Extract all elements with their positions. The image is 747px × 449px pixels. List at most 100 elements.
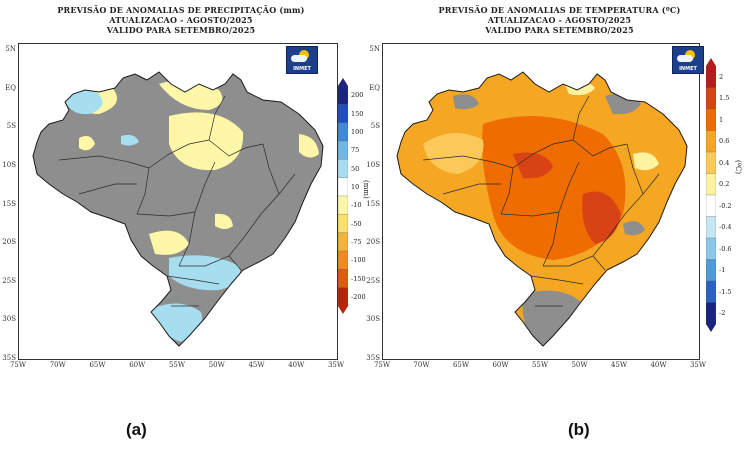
title-line-3: VALIDO PARA SETEMBRO/2025 bbox=[106, 25, 256, 35]
colorbar-swatch bbox=[706, 151, 716, 174]
colorbar-label: 0.6 bbox=[719, 137, 730, 146]
inmet-logo: INMET bbox=[672, 46, 704, 74]
colorbar-label: -0.6 bbox=[719, 244, 732, 253]
anomaly-region bbox=[149, 303, 203, 342]
anomaly-region bbox=[453, 94, 479, 110]
state-border bbox=[422, 155, 514, 169]
colorbar-swatch bbox=[338, 122, 348, 142]
colorbar-swatch bbox=[338, 287, 348, 307]
lon-tick-label: 70W bbox=[413, 361, 430, 369]
state-border bbox=[78, 183, 137, 195]
state-border bbox=[136, 167, 150, 215]
state-border bbox=[572, 139, 628, 157]
colorbar-label: 2 bbox=[719, 72, 724, 81]
colorbar-swatch bbox=[338, 214, 348, 234]
state-border bbox=[148, 139, 210, 169]
lon-tick-label: 50W bbox=[208, 361, 225, 369]
lat-tick-label: 15S bbox=[2, 199, 16, 208]
colorbar-swatch bbox=[338, 232, 348, 252]
colorbar-label: 1 bbox=[719, 115, 724, 124]
map-frame bbox=[18, 43, 338, 360]
anomaly-region bbox=[169, 112, 244, 171]
colorbar-label: 100 bbox=[351, 127, 364, 136]
colorbar-swatch bbox=[706, 302, 716, 325]
lon-tick-label: 35W bbox=[327, 361, 345, 369]
panel-precipitation: PREVISÃO DE ANOMALIAS DE PRECIPITAÇÃO (m… bbox=[0, 0, 370, 439]
colorbar-arrow-top bbox=[706, 58, 716, 66]
country-outline bbox=[32, 71, 324, 347]
colorbar-swatch bbox=[706, 130, 716, 153]
map-title: PREVISÃO DE ANOMALIAS DE TEMPERATURA (ºC… bbox=[372, 5, 747, 35]
inmet-logo: INMET bbox=[286, 46, 318, 74]
colorbar-swatch bbox=[706, 108, 716, 131]
lat-tick-label: EQ bbox=[369, 83, 380, 92]
temp-colorbar bbox=[706, 58, 716, 332]
anomaly-region bbox=[633, 152, 659, 171]
colorbar-label: 75 bbox=[351, 146, 360, 155]
colorbar-swatch bbox=[706, 87, 716, 110]
colorbar-swatch bbox=[338, 140, 348, 160]
title-line-2: ATUALIZACAO - AGOSTO/2025 bbox=[109, 15, 253, 25]
state-border bbox=[542, 211, 560, 267]
state-border bbox=[228, 255, 242, 271]
colorbar-swatch bbox=[338, 250, 348, 270]
title-line-1: PREVISÃO DE ANOMALIAS DE TEMPERATURA (ºC… bbox=[438, 5, 681, 15]
colorbar-label: -1.5 bbox=[719, 287, 732, 296]
state-border bbox=[244, 173, 296, 237]
state-border bbox=[178, 211, 196, 267]
lon-tick-label: 65W bbox=[452, 361, 470, 369]
colorbar-label: -0.2 bbox=[719, 201, 732, 210]
caption-a: (a) bbox=[126, 420, 147, 439]
state-border bbox=[262, 143, 280, 195]
lon-tick-label: 75W bbox=[9, 361, 27, 369]
colorbar-label: 50 bbox=[351, 164, 360, 173]
colorbar-arrow-bottom bbox=[706, 324, 716, 332]
lat-tick-label: 5N bbox=[5, 45, 16, 53]
lon-tick-label: 55W bbox=[168, 361, 186, 369]
state-border bbox=[608, 173, 660, 237]
colorbar-swatch bbox=[338, 195, 348, 215]
anomaly-region bbox=[623, 221, 645, 236]
lon-tick-label: 70W bbox=[49, 361, 66, 369]
panel-temperature: PREVISÃO DE ANOMALIAS DE TEMPERATURA (ºC… bbox=[366, 0, 747, 439]
lon-tick-label: 55W bbox=[531, 361, 549, 369]
colorbar-swatch bbox=[338, 177, 348, 197]
precip-map bbox=[32, 71, 324, 347]
lat-tick-label: 25S bbox=[366, 276, 380, 285]
state-border bbox=[194, 161, 216, 213]
state-border bbox=[500, 211, 560, 217]
colorbar-label: -2 bbox=[719, 309, 726, 318]
colorbar-label: -10 bbox=[351, 201, 362, 210]
lon-tick-label: 40W bbox=[650, 361, 667, 369]
state-border bbox=[543, 235, 610, 267]
lat-tick-label: 10S bbox=[2, 160, 16, 169]
lon-tick-label: 60W bbox=[129, 361, 146, 369]
colorbar-label: -200 bbox=[351, 292, 366, 301]
state-border bbox=[592, 255, 606, 271]
logo-text: INMET bbox=[293, 66, 311, 72]
colorbar-swatch bbox=[338, 159, 348, 179]
map-title: PREVISÃO DE ANOMALIAS DE PRECIPITAÇÃO (m… bbox=[0, 5, 362, 35]
title-line-3: VALIDO PARA SETEMBRO/2025 bbox=[485, 25, 634, 35]
lon-tick-label: 50W bbox=[571, 361, 588, 369]
colorbar-swatch bbox=[706, 216, 716, 239]
colorbar-swatch bbox=[706, 194, 716, 217]
colorbar-label: 10 bbox=[351, 182, 360, 191]
colorbar-swatch bbox=[706, 237, 716, 260]
state-border bbox=[530, 275, 584, 285]
colorbar-arrow-bottom bbox=[338, 306, 348, 314]
caption-b: (b) bbox=[568, 420, 590, 439]
anomaly-region bbox=[522, 290, 583, 346]
colorbar-arrow-top bbox=[338, 78, 348, 86]
lat-tick-label: 20S bbox=[366, 238, 380, 247]
state-border bbox=[208, 95, 226, 141]
temp-map bbox=[396, 71, 688, 347]
lat-tick-label: EQ bbox=[5, 83, 16, 92]
colorbar-label: -100 bbox=[351, 256, 366, 265]
state-border bbox=[136, 211, 196, 217]
lat-tick-label: 20S bbox=[2, 238, 16, 247]
lon-tick-label: 60W bbox=[492, 361, 509, 369]
lon-tick-label: 75W bbox=[373, 361, 391, 369]
colorbar-label: 200 bbox=[351, 91, 364, 100]
lon-tick-label: 45W bbox=[248, 361, 265, 369]
